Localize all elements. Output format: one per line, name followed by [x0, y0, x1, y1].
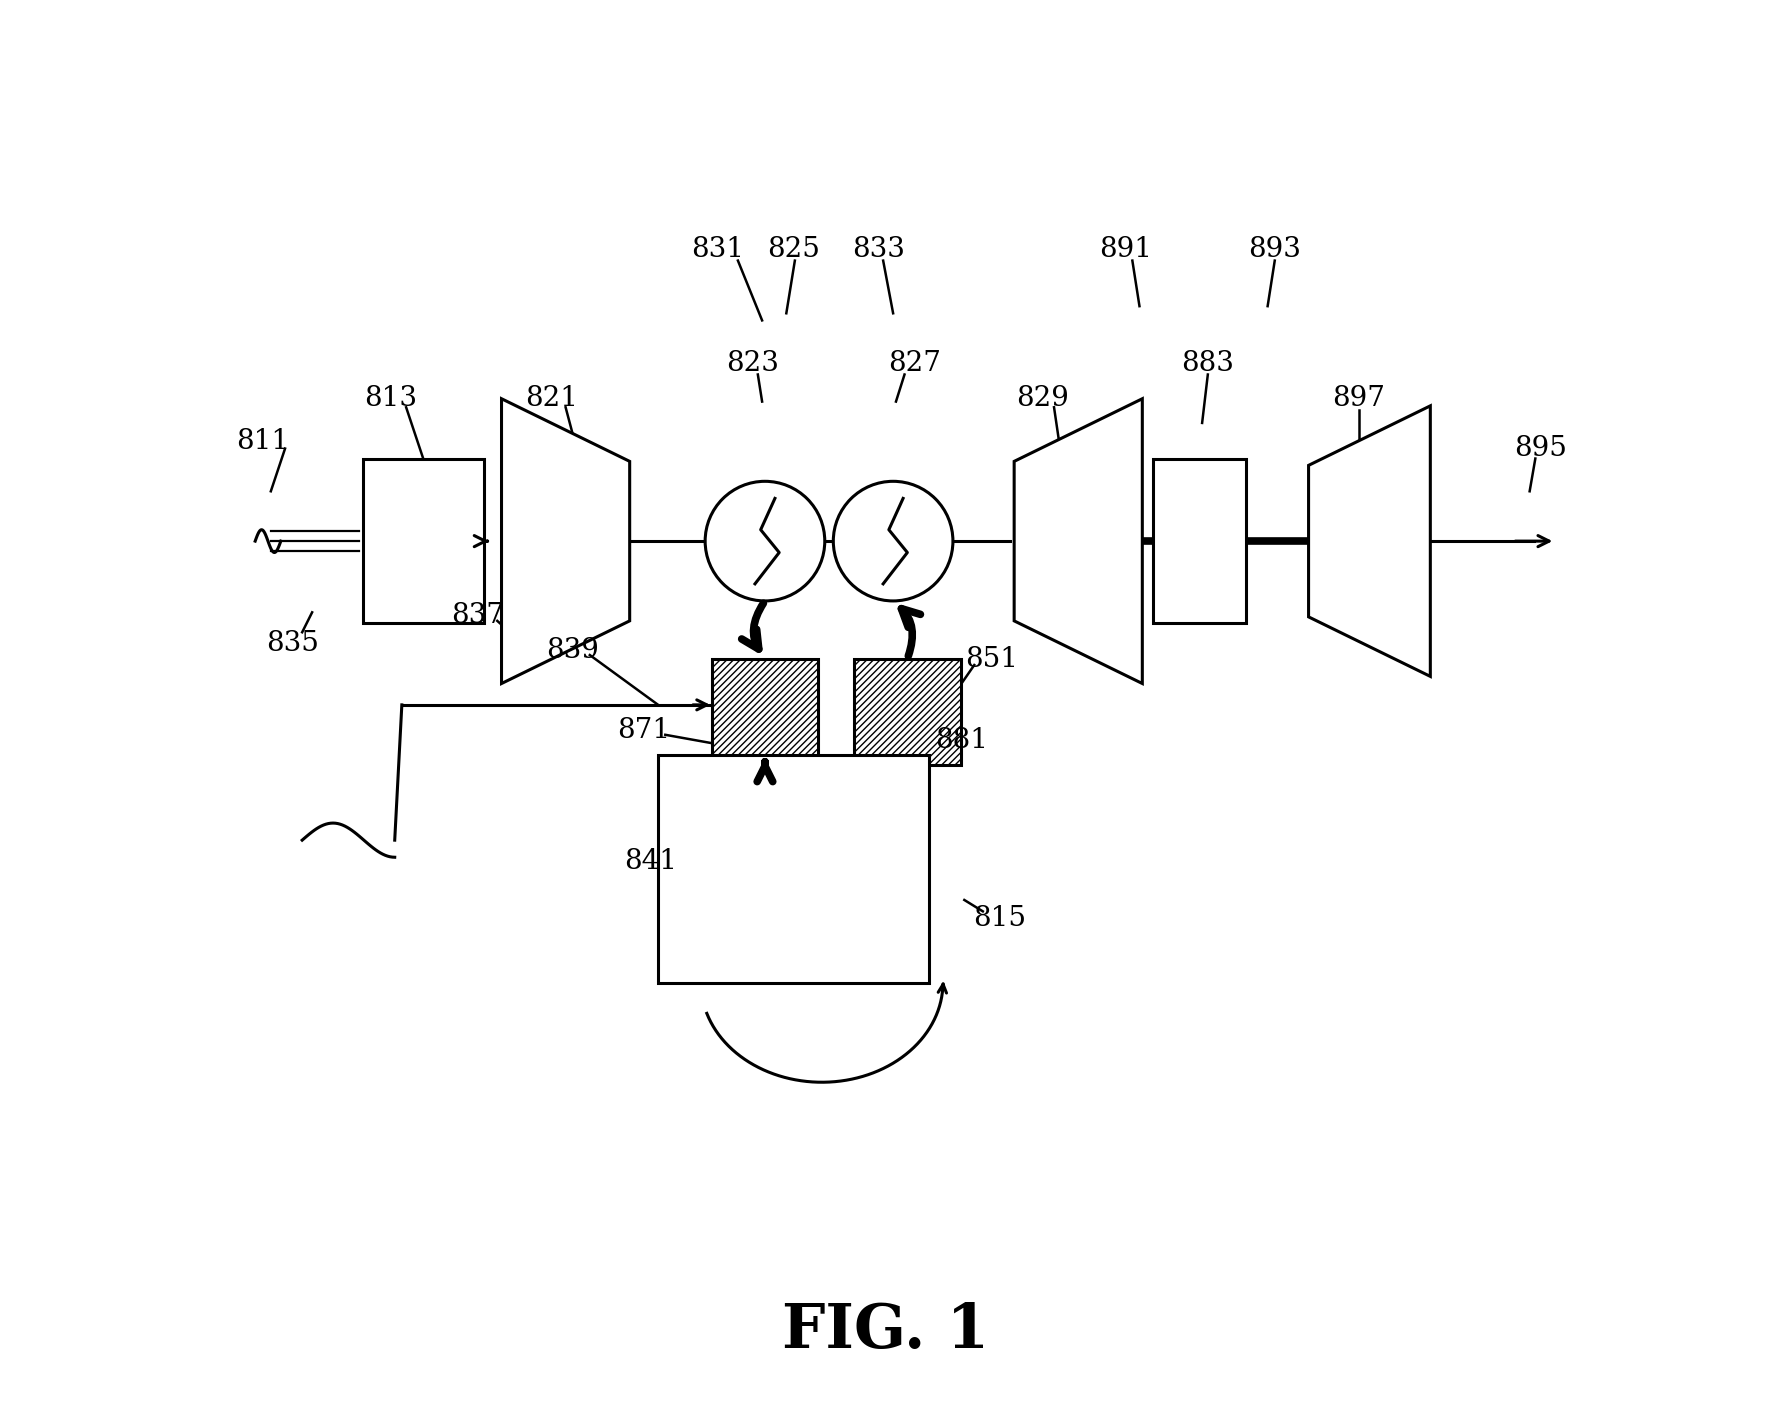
- Text: 897: 897: [1333, 386, 1386, 412]
- Polygon shape: [1308, 406, 1430, 676]
- Circle shape: [833, 481, 953, 601]
- Bar: [854, 658, 960, 766]
- Bar: [363, 459, 484, 624]
- Bar: [657, 755, 929, 983]
- Text: 825: 825: [767, 236, 820, 262]
- Text: 813: 813: [363, 386, 416, 412]
- Text: FIG. 1: FIG. 1: [783, 1302, 989, 1361]
- Text: 839: 839: [546, 638, 599, 664]
- Text: 829: 829: [1015, 386, 1069, 412]
- Text: 821: 821: [525, 386, 578, 412]
- Text: 815: 815: [973, 906, 1026, 931]
- Bar: [712, 658, 819, 766]
- Text: 833: 833: [852, 236, 905, 262]
- Text: 841: 841: [624, 849, 677, 874]
- Text: 891: 891: [1099, 236, 1152, 262]
- Circle shape: [705, 481, 824, 601]
- Text: 851: 851: [966, 646, 1017, 672]
- Text: 881: 881: [936, 728, 989, 753]
- Bar: [1154, 459, 1246, 624]
- Text: 837: 837: [450, 602, 503, 628]
- Text: 871: 871: [617, 718, 670, 743]
- Text: 823: 823: [727, 350, 778, 376]
- Text: 835: 835: [266, 631, 319, 656]
- Polygon shape: [1014, 399, 1143, 684]
- Text: 811: 811: [236, 429, 289, 454]
- Polygon shape: [501, 399, 629, 684]
- Text: 827: 827: [888, 350, 941, 376]
- Text: 883: 883: [1182, 350, 1235, 376]
- Text: 893: 893: [1247, 236, 1301, 262]
- Text: 831: 831: [691, 236, 744, 262]
- Text: 895: 895: [1515, 436, 1568, 461]
